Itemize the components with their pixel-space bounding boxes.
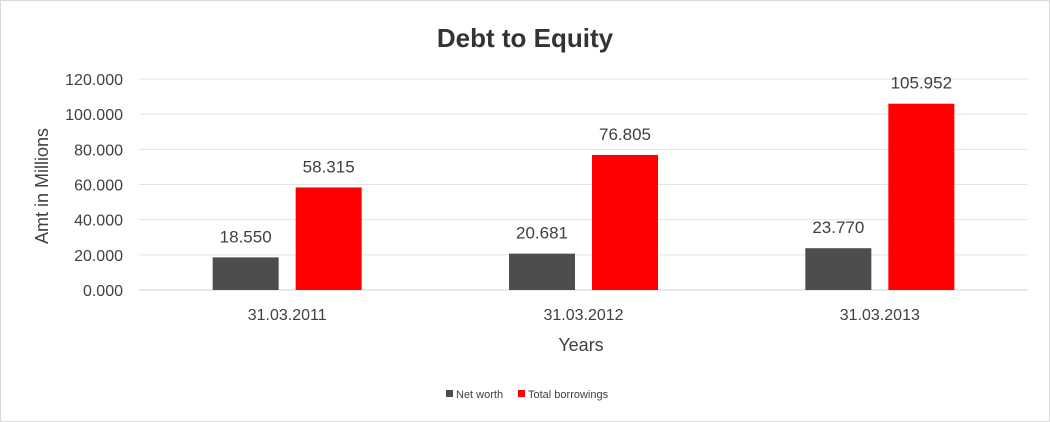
y-tick-label: 0.000: [83, 283, 123, 300]
x-tick-label: 31.03.2013: [840, 307, 920, 324]
bar-total-borrowings: [295, 187, 362, 290]
x-axis-ticks: 31.03.2011 31.03.2012 31.03.2013: [248, 307, 920, 324]
legend-label: Total borrowings: [528, 389, 609, 401]
legend: Net worth Total borrowings: [446, 389, 609, 401]
data-label: 58.315: [303, 157, 355, 176]
data-label: 23.770: [812, 218, 864, 237]
y-tick-label: 60.000: [74, 178, 123, 195]
x-tick-label: 31.03.2011: [248, 307, 327, 324]
legend-swatch: [518, 390, 525, 397]
legend-swatch: [446, 390, 453, 397]
legend-label: Net worth: [456, 389, 503, 401]
x-axis-label: Years: [558, 335, 603, 355]
data-label: 20.681: [516, 224, 568, 243]
bar-net-worth: [805, 248, 872, 290]
data-label: 76.805: [599, 125, 651, 144]
bar-total-borrowings: [888, 103, 955, 290]
y-tick-label: 120.000: [65, 72, 123, 89]
y-tick-label: 40.000: [74, 213, 123, 230]
chart-title: Debt to Equity: [437, 23, 614, 53]
bar-net-worth: [212, 257, 279, 290]
y-tick-label: 100.000: [65, 107, 123, 124]
bar-total-borrowings: [592, 154, 658, 290]
y-axis-label: Amt in Millions: [32, 128, 52, 244]
data-label: 18.550: [220, 227, 272, 246]
y-tick-label: 80.000: [74, 142, 123, 159]
data-label: 105.952: [891, 74, 952, 93]
y-axis-ticks: 0.000 20.000 40.000 60.000 80.000 100.000 120.…: [65, 72, 123, 300]
bar-net-worth: [509, 253, 575, 290]
y-tick-label: 20.000: [74, 248, 123, 265]
data-labels: 18.550 58.315 20.681 76.805 23.770 105.952: [220, 74, 952, 247]
bars: [212, 103, 955, 290]
x-tick-label: 31.03.2012: [543, 307, 623, 324]
gridlines: [139, 78, 1028, 291]
